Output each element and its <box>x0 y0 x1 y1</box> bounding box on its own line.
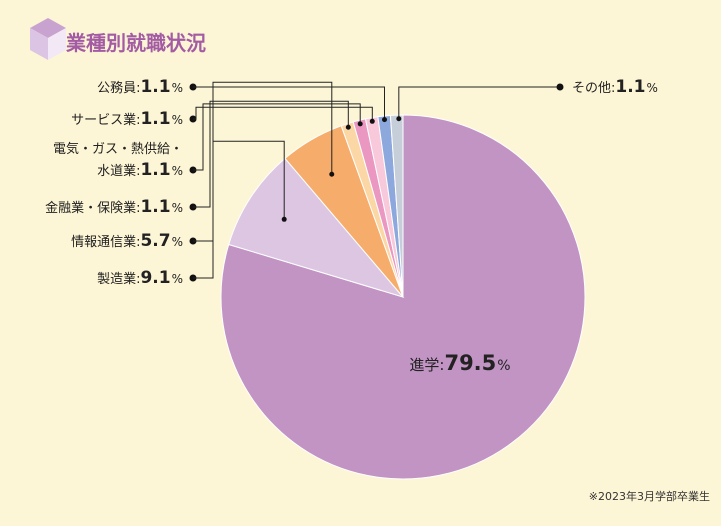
leader-line <box>193 86 385 120</box>
leader-lines <box>189 81 564 282</box>
leader-line <box>398 86 560 119</box>
leader-anchor-dot <box>396 116 402 122</box>
slice-labels: 進学:79.5% 公務員:1.1% サービス業:1.1% 電気・ガス・熱供給・水道業:… <box>45 77 658 375</box>
slice-label-進学: 進学:79.5% <box>409 351 510 375</box>
leader-anchor-dot <box>345 124 351 130</box>
pie-slice-製造業 <box>228 157 405 298</box>
leader-anchor-dot <box>369 118 375 124</box>
slice-label-公務員: 公務員:1.1% <box>97 77 183 97</box>
pie-slice-その他 <box>389 114 404 298</box>
cube-icon <box>30 18 66 60</box>
leader-anchor-dot <box>329 171 335 177</box>
leader-line <box>193 100 349 208</box>
leader-line <box>193 140 285 279</box>
slice-label-製造業: 製造業:9.1% <box>97 268 183 288</box>
slice-label-電気-ガス-熱供給-水道業: 水道業:1.1% <box>97 160 183 180</box>
leader-dot <box>556 83 564 91</box>
slice-label-その他: その他:1.1% <box>572 77 658 97</box>
leader-anchor-dot <box>281 216 287 222</box>
slice-label-サービス業: サービス業:1.1% <box>71 109 183 129</box>
slice-label-金融業-保険業: 金融業・保険業:1.1% <box>45 197 183 217</box>
leader-line <box>193 106 373 122</box>
leader-line <box>193 81 333 242</box>
leader-anchor-dot <box>357 121 363 127</box>
slice-label-情報通信業: 情報通信業:5.7% <box>71 231 183 251</box>
pie-slice-進学 <box>220 114 586 480</box>
leader-line <box>193 103 361 171</box>
footnote: ※2023年3月学部卒業生 <box>589 489 710 503</box>
slice-label-line: 電気・ガス・熱供給・ <box>53 141 183 157</box>
chart-title: 業種別就職状況 <box>66 31 206 55</box>
leader-anchor-dot <box>382 117 388 123</box>
pie <box>220 114 586 480</box>
